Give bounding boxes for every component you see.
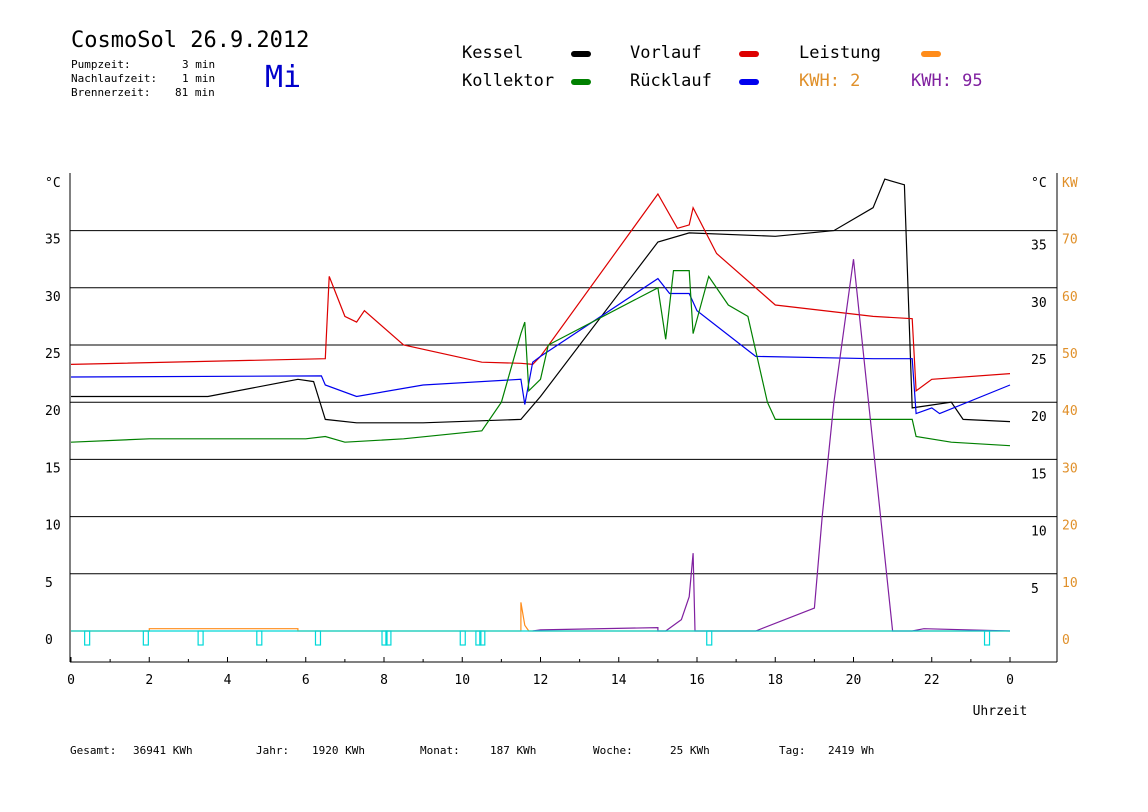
footer-gesamt-label: Gesamt: <box>70 744 117 757</box>
y-tick-right-kw: 50 <box>1062 347 1078 362</box>
pump-pulse-mark <box>706 630 713 646</box>
x-tick-label: 12 <box>533 673 549 688</box>
x-tick-label: 6 <box>302 673 310 688</box>
y-tick-right-kw: 40 <box>1062 404 1078 419</box>
series-line-r-cklauf <box>70 277 1011 415</box>
y-tick-left: 10 <box>45 519 61 534</box>
legend-kollektor-swatch <box>571 79 591 85</box>
legend-kwh-orange: KWH: 2 <box>799 71 861 91</box>
legend-kwh-purple: KWH: 95 <box>911 71 983 91</box>
y-unit-left: °C <box>45 176 61 191</box>
footer-tag-value: 2419 Wh <box>828 744 875 757</box>
legend-kessel-label: Kessel <box>462 43 524 63</box>
weekday-label: Mi <box>265 60 302 95</box>
y-tick-left: 35 <box>45 233 61 248</box>
y-tick-left: 15 <box>45 461 61 476</box>
pump-pulse-mark <box>84 630 91 646</box>
x-tick-label: 4 <box>224 673 232 688</box>
footer-monat-value: 187 KWh <box>490 744 537 757</box>
x-tick-label: 8 <box>380 673 388 688</box>
y-tick-right-c: 25 <box>1031 353 1047 368</box>
footer-tag-label: Tag: <box>779 744 806 757</box>
brennerzeit-label: Brennerzeit: <box>71 86 151 99</box>
footer-gesamt-value: 36941 KWh <box>133 744 193 757</box>
series-line-leistung <box>71 602 1010 632</box>
y-unit-right-kw: KW <box>1062 176 1078 191</box>
brennerzeit-value: 81 min <box>175 86 215 99</box>
y-tick-right-c: 30 <box>1031 296 1047 311</box>
footer-jahr-value: 1920 KWh <box>312 744 365 757</box>
series-line-kessel <box>71 178 1011 424</box>
x-tick-label: 0 <box>1006 673 1014 688</box>
footer-monat-label: Monat: <box>420 744 460 757</box>
page-title: CosmoSol 26.9.2012 <box>71 28 310 53</box>
y-tick-left: 20 <box>45 404 61 419</box>
pump-pulse-mark <box>475 630 482 646</box>
legend-kollektor-label: Kollektor <box>462 71 555 91</box>
y-tick-right-kw: 20 <box>1062 519 1078 534</box>
pump-pulse-mark <box>197 630 204 646</box>
pump-pulse-mark <box>459 630 466 646</box>
nachlaufzeit-label: Nachlaufzeit: <box>71 72 158 85</box>
legend-vorlauf-label: Vorlauf <box>630 43 702 63</box>
pumpzeit-value: 3 min <box>182 58 216 71</box>
y-tick-right-c: 35 <box>1031 239 1047 254</box>
pump-pulse-mark <box>385 630 392 646</box>
legend-ruecklauf-label: Rücklauf <box>630 71 712 91</box>
pump-pulse-mark <box>314 630 322 646</box>
footer-woche-label: Woche: <box>593 744 633 757</box>
y-tick-left: 5 <box>45 576 53 591</box>
legend-leistung-label: Leistung <box>799 43 881 63</box>
x-tick-label: 18 <box>767 673 783 688</box>
series-line-vorlauf <box>70 192 1011 392</box>
y-tick-right-kw: 30 <box>1062 461 1078 476</box>
pump-pulse-mark <box>381 630 388 646</box>
legend-vorlauf-swatch <box>739 51 759 57</box>
y-tick-left: 25 <box>45 347 61 362</box>
series-line-kollektor <box>70 270 1011 447</box>
x-tick-label: 16 <box>689 673 705 688</box>
footer-woche-value: 25 KWh <box>670 744 710 757</box>
x-tick-label: 14 <box>611 673 627 688</box>
y-tick-right-kw: 70 <box>1062 233 1078 248</box>
x-tick-label: 22 <box>924 673 940 688</box>
x-tick-label: 0 <box>67 673 75 688</box>
x-tick-label: 10 <box>454 673 470 688</box>
y-tick-left: 0 <box>45 633 53 648</box>
footer-jahr-label: Jahr: <box>256 744 290 757</box>
pumpzeit-label: Pumpzeit: <box>71 58 131 71</box>
legend-ruecklauf-swatch <box>739 79 759 85</box>
y-tick-right-kw: 60 <box>1062 290 1078 305</box>
y-unit-right-c: °C <box>1031 176 1047 191</box>
nachlaufzeit-value: 1 min <box>182 72 216 85</box>
y-tick-right-kw: 0 <box>1062 633 1070 648</box>
pump-pulse-mark <box>983 630 991 646</box>
y-tick-left: 30 <box>45 290 61 305</box>
y-tick-right-c: 15 <box>1031 467 1047 482</box>
x-axis-label: Uhrzeit <box>973 704 1028 719</box>
y-tick-right-c: 20 <box>1031 410 1047 425</box>
pump-pulse-mark <box>256 630 263 646</box>
y-tick-right-c: 10 <box>1031 525 1047 540</box>
pump-pulse-mark <box>142 630 149 646</box>
x-tick-label: 20 <box>846 673 862 688</box>
y-tick-right-c: 5 <box>1031 582 1039 597</box>
pump-pulse-mark <box>479 630 486 646</box>
legend-kessel-swatch <box>571 51 591 57</box>
legend-leistung-swatch <box>921 51 941 57</box>
series-line-kwh-purple- <box>532 259 1011 632</box>
x-tick-label: 2 <box>145 673 153 688</box>
y-tick-right-kw: 10 <box>1062 576 1078 591</box>
